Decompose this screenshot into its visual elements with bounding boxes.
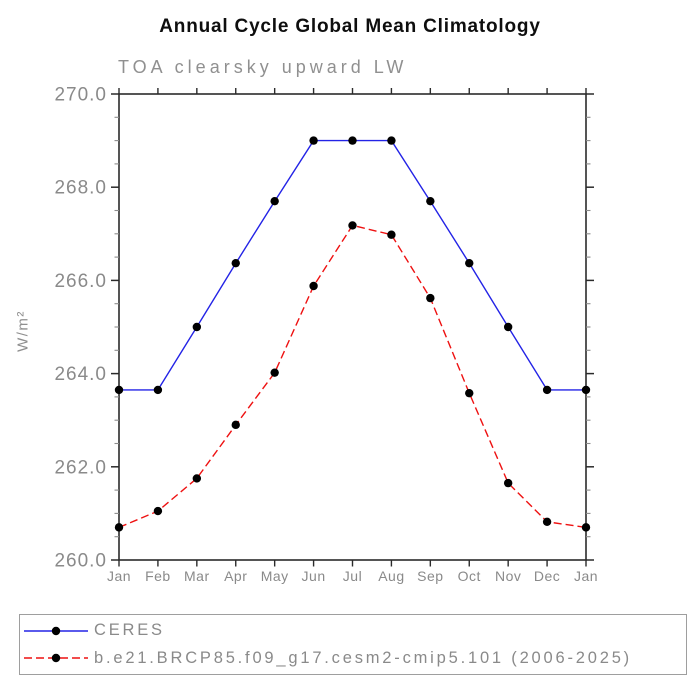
- data-point-marker: [192, 322, 202, 332]
- data-point-marker: [270, 196, 279, 206]
- legend-line-sample-dashed: [24, 654, 88, 663]
- x-tick-label: Jan: [107, 568, 131, 584]
- data-point-marker: [542, 517, 552, 526]
- legend-label-model: b.e21.BRCP85.f09_g17.cesm2-cmip5.101 (20…: [94, 648, 632, 667]
- data-point-marker: [426, 196, 435, 206]
- legend-row-model: b.e21.BRCP85.f09_g17.cesm2-cmip5.101 (20…: [20, 645, 686, 671]
- x-tick-label: Dec: [534, 568, 560, 584]
- data-point-marker: [348, 136, 357, 145]
- data-point-marker: [465, 388, 474, 398]
- data-point-marker: [465, 258, 474, 268]
- data-point-marker: [581, 523, 591, 532]
- data-point-marker: [426, 293, 435, 303]
- y-tick-label: 262.0: [54, 457, 107, 478]
- y-tick-label: 268.0: [54, 178, 107, 199]
- data-point-marker: [153, 385, 163, 395]
- x-tick-label: Mar: [184, 568, 210, 584]
- data-point-marker: [348, 221, 357, 230]
- y-tick-label: 264.0: [54, 364, 107, 385]
- legend-line-sample-solid: [24, 626, 88, 635]
- plot-frame: [118, 93, 587, 561]
- x-tick-label: Jun: [302, 568, 326, 584]
- data-point-marker: [503, 322, 513, 332]
- x-tick-label: Jul: [343, 568, 362, 584]
- data-point-marker: [114, 523, 124, 532]
- chart-subtitle: TOA clearsky upward LW: [118, 57, 408, 77]
- data-point-marker: [542, 385, 552, 395]
- data-point-marker: [387, 136, 396, 145]
- y-tick-label: 270.0: [54, 85, 107, 106]
- x-tick-label: May: [261, 568, 289, 584]
- data-point-marker: [270, 368, 279, 377]
- y-tick-label: 266.0: [54, 271, 107, 292]
- x-tick-label: Apr: [224, 568, 247, 584]
- x-tick-label: Nov: [495, 568, 521, 584]
- y-tick-label: 260.0: [54, 551, 107, 572]
- data-point-marker: [231, 258, 240, 268]
- data-point-marker: [192, 474, 202, 483]
- x-tick-label: Oct: [458, 568, 481, 584]
- data-point-marker: [114, 385, 124, 395]
- data-point-marker: [581, 385, 591, 395]
- data-point-marker: [309, 136, 318, 145]
- x-tick-label: Sep: [417, 568, 443, 584]
- x-tick-label: Jan: [574, 568, 598, 584]
- data-point-marker: [231, 420, 240, 430]
- chart-title: Annual Cycle Global Mean Climatology: [159, 16, 541, 37]
- data-point-marker: [503, 478, 513, 488]
- legend-row-ceres: CERES: [20, 618, 686, 644]
- data-point-marker: [309, 281, 318, 291]
- data-point-marker: [153, 506, 163, 516]
- legend-box: CERES b.e21.BRCP85.f09_g17.cesm2-cmip5.1…: [19, 614, 687, 675]
- series-line-solid: [119, 139, 586, 391]
- data-point-marker: [387, 230, 396, 239]
- legend-label-ceres: CERES: [94, 621, 165, 640]
- x-tick-label: Feb: [145, 568, 171, 584]
- x-tick-label: Aug: [378, 568, 404, 584]
- series-line-dashed: [118, 224, 587, 529]
